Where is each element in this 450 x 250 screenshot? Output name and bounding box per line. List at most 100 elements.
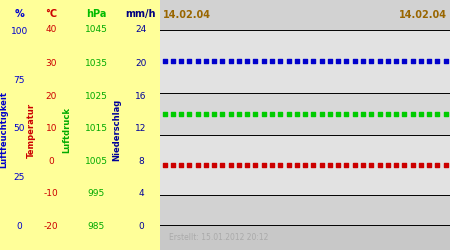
Point: [384, 59, 392, 63]
Text: 14.02.04: 14.02.04: [163, 10, 211, 20]
Text: 25: 25: [14, 173, 25, 182]
Text: 16: 16: [135, 92, 147, 101]
Point: [194, 59, 201, 63]
Point: [417, 112, 424, 116]
Point: [351, 59, 358, 63]
Point: [400, 59, 408, 63]
Point: [252, 163, 259, 167]
Text: 1005: 1005: [85, 157, 108, 166]
Text: 8: 8: [138, 157, 144, 166]
Point: [326, 59, 333, 63]
Point: [269, 163, 276, 167]
Point: [360, 59, 367, 63]
Point: [302, 59, 309, 63]
Point: [235, 59, 243, 63]
Text: Niederschlag: Niederschlag: [112, 99, 122, 161]
Point: [368, 163, 375, 167]
Point: [409, 59, 416, 63]
Point: [161, 112, 168, 116]
Point: [161, 59, 168, 63]
Bar: [160, 195, 450, 225]
Point: [343, 112, 350, 116]
Point: [177, 112, 184, 116]
Point: [360, 112, 367, 116]
Point: [334, 163, 342, 167]
Point: [417, 59, 424, 63]
Point: [343, 59, 350, 63]
Text: -10: -10: [44, 189, 58, 198]
Point: [227, 112, 234, 116]
Point: [277, 163, 284, 167]
Point: [211, 163, 218, 167]
Point: [392, 59, 400, 63]
Point: [351, 112, 358, 116]
Text: Luftfeuchtigkeit: Luftfeuchtigkeit: [0, 92, 9, 168]
Text: 985: 985: [87, 222, 105, 231]
Point: [434, 163, 441, 167]
Point: [285, 112, 292, 116]
Text: 20: 20: [45, 92, 57, 101]
Point: [334, 59, 342, 63]
Text: Erstellt: 15.01.2012 20:12: Erstellt: 15.01.2012 20:12: [169, 233, 268, 242]
Point: [260, 59, 267, 63]
Point: [442, 163, 449, 167]
Text: 12: 12: [135, 124, 147, 133]
Text: 40: 40: [45, 26, 57, 35]
Point: [318, 59, 325, 63]
Text: -20: -20: [44, 222, 58, 231]
Text: hPa: hPa: [86, 9, 106, 19]
Point: [376, 112, 383, 116]
Text: 14.02.04: 14.02.04: [399, 10, 447, 20]
Point: [177, 163, 184, 167]
Point: [302, 163, 309, 167]
Point: [277, 59, 284, 63]
Text: 995: 995: [87, 189, 105, 198]
Point: [426, 112, 433, 116]
Point: [392, 163, 400, 167]
Point: [252, 59, 259, 63]
Point: [243, 59, 251, 63]
Point: [442, 59, 449, 63]
Point: [169, 59, 176, 63]
Point: [243, 163, 251, 167]
Text: 4: 4: [138, 189, 144, 198]
Point: [392, 112, 400, 116]
Point: [310, 112, 317, 116]
Point: [310, 59, 317, 63]
Point: [376, 163, 383, 167]
Text: 75: 75: [14, 76, 25, 84]
Bar: [160, 135, 450, 195]
Point: [409, 112, 416, 116]
Point: [351, 163, 358, 167]
Point: [194, 163, 201, 167]
Point: [194, 112, 201, 116]
Point: [400, 163, 408, 167]
Text: mm/h: mm/h: [126, 9, 156, 19]
Point: [334, 112, 342, 116]
Text: Luftdruck: Luftdruck: [62, 107, 71, 153]
Point: [285, 59, 292, 63]
Point: [186, 112, 193, 116]
Point: [384, 163, 392, 167]
Point: [368, 59, 375, 63]
Point: [434, 112, 441, 116]
Point: [260, 163, 267, 167]
Point: [409, 163, 416, 167]
Text: 0: 0: [138, 222, 144, 231]
Text: 1015: 1015: [85, 124, 108, 133]
Point: [293, 112, 301, 116]
Point: [269, 59, 276, 63]
Text: 0: 0: [16, 222, 22, 231]
Point: [285, 163, 292, 167]
Text: 24: 24: [135, 26, 147, 35]
Point: [186, 163, 193, 167]
Point: [326, 112, 333, 116]
Point: [426, 59, 433, 63]
Bar: [160, 225, 450, 250]
Point: [219, 112, 226, 116]
Text: 1045: 1045: [85, 26, 108, 35]
Point: [219, 59, 226, 63]
Point: [343, 163, 350, 167]
Point: [277, 112, 284, 116]
Text: 1025: 1025: [85, 92, 108, 101]
